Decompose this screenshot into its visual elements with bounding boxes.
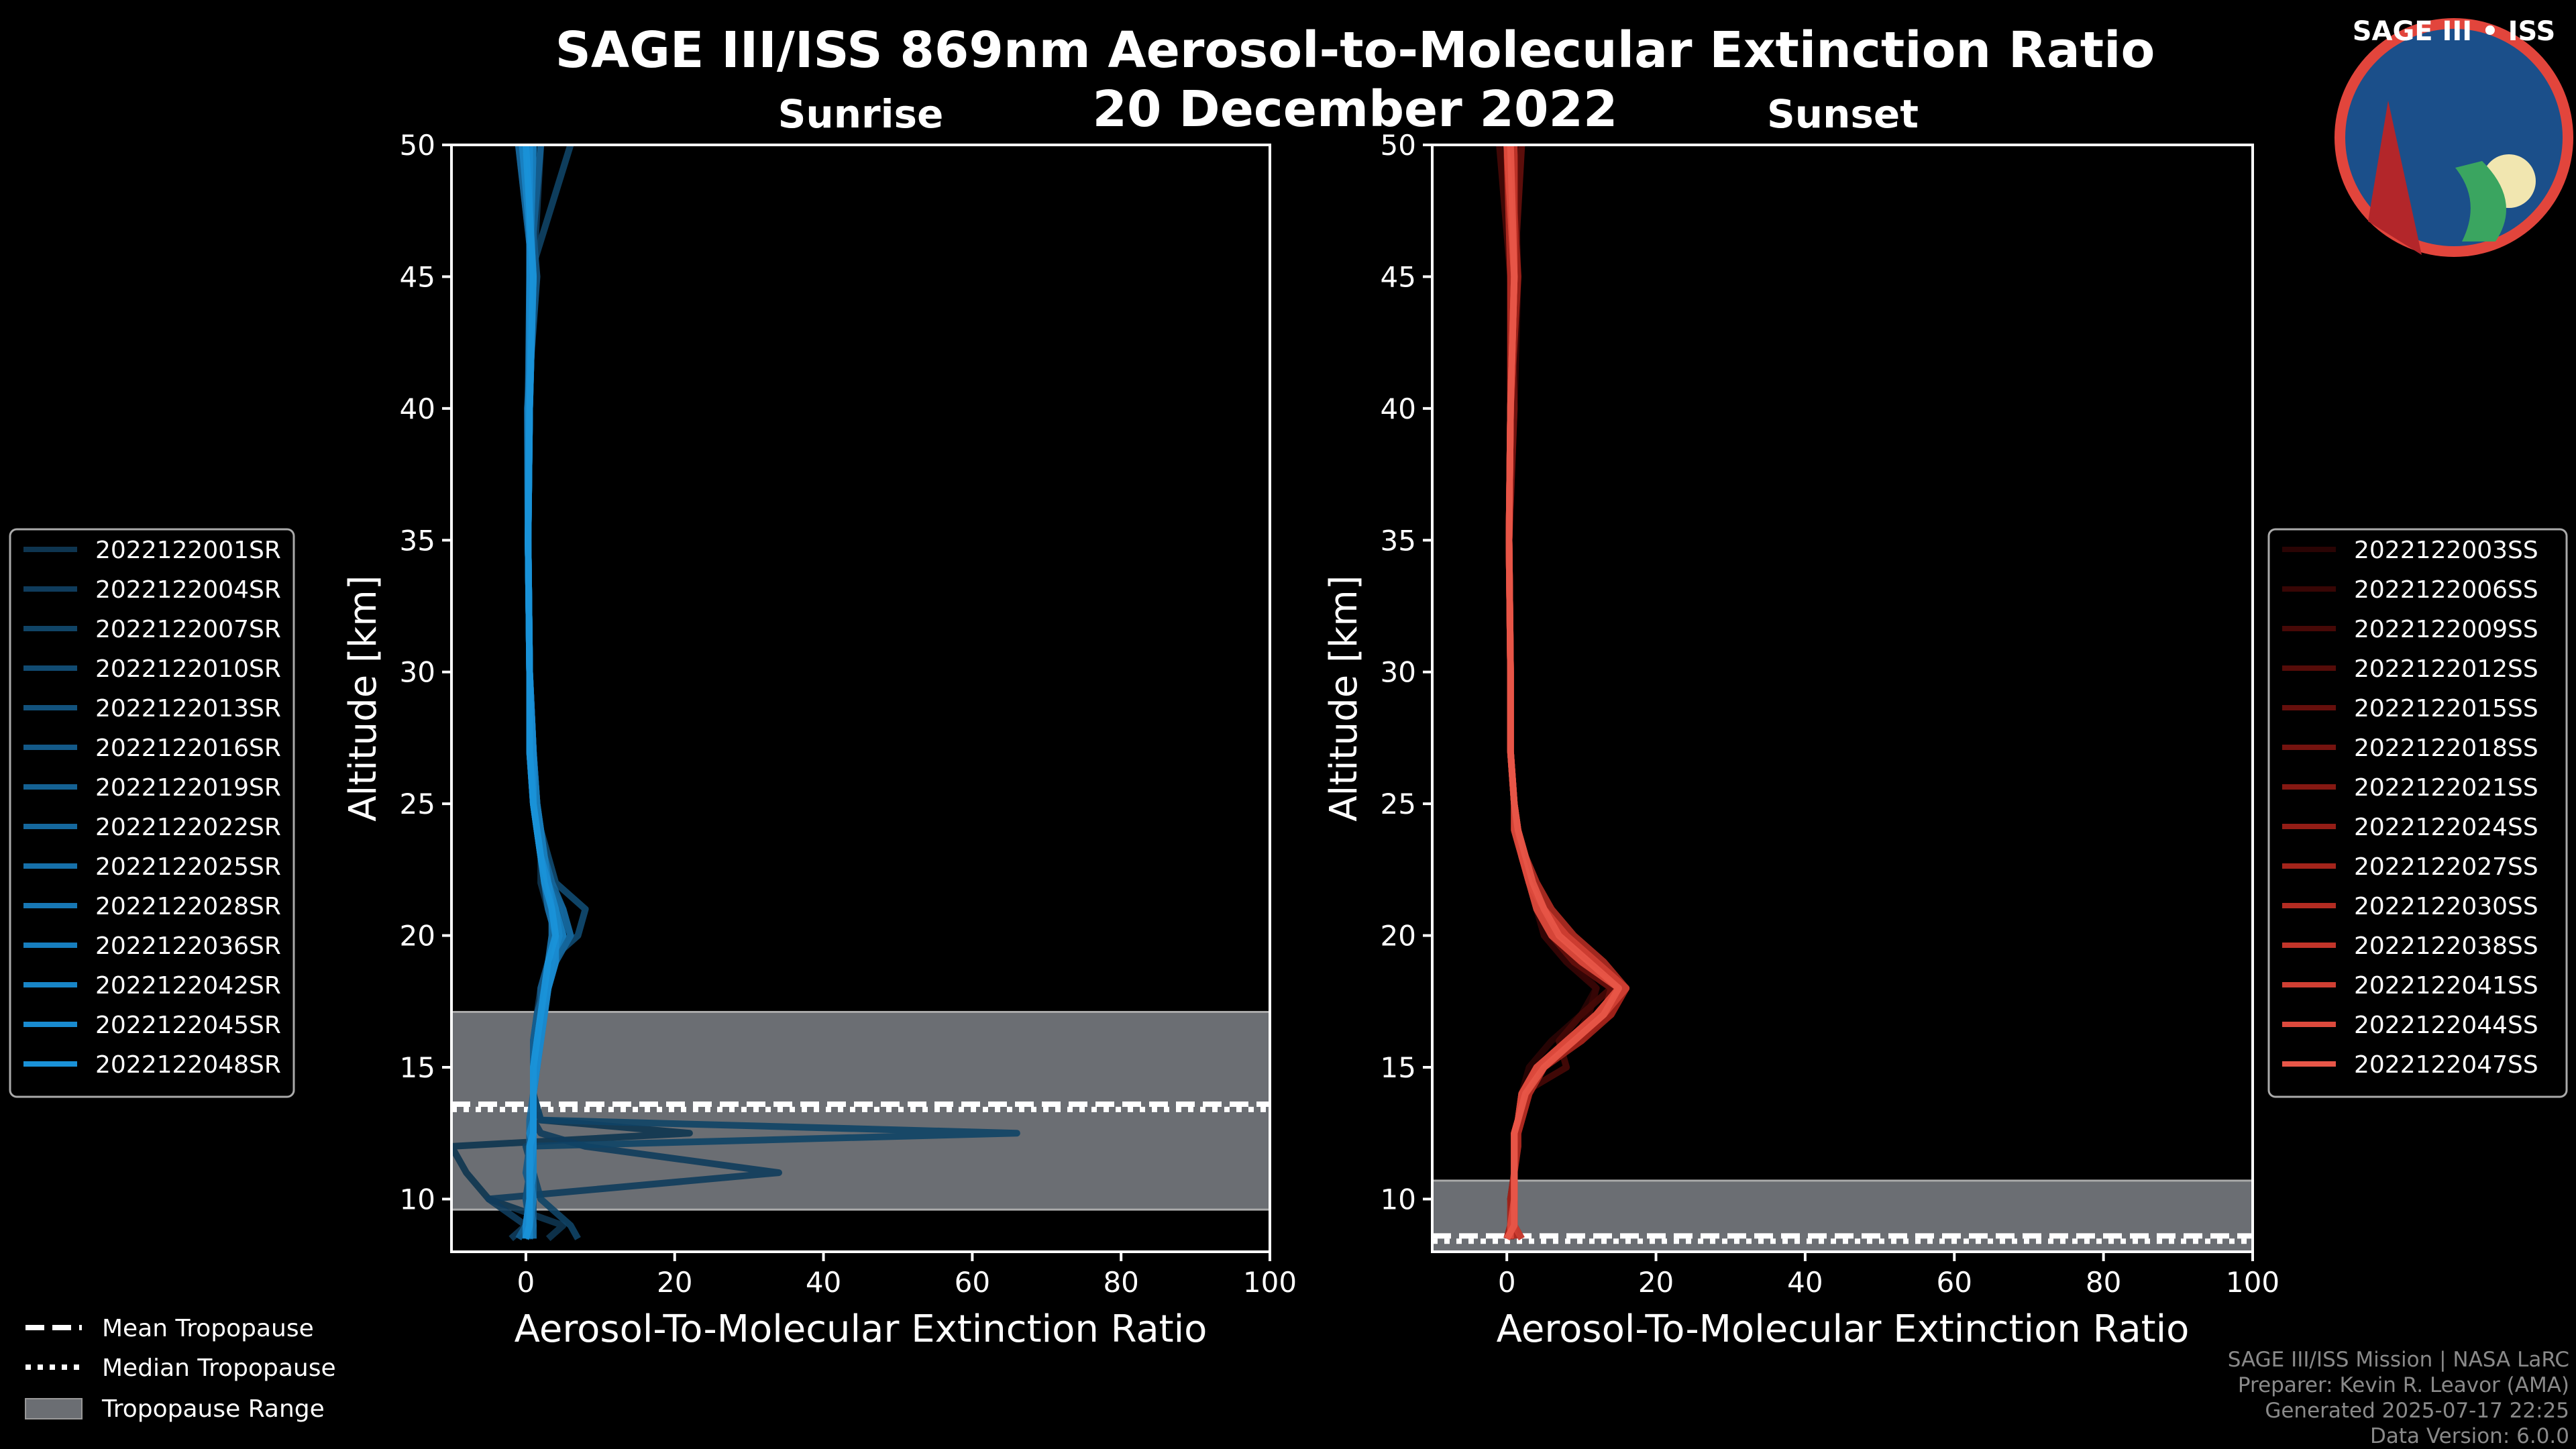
legend-box	[2267, 528, 2568, 1098]
figure-title: SAGE III/ISS 869nm Aerosol-to-Molecular …	[555, 21, 2155, 79]
x-tick-label: 100	[2226, 1266, 2279, 1299]
legend-label: 2022122010SR	[95, 655, 281, 683]
legend-label: 2022122047SS	[2354, 1051, 2538, 1079]
sunset-ylabel: Altitude [km]	[1322, 575, 1366, 821]
y-tick-label: 45	[1381, 260, 1416, 293]
legend-label: 2022122030SS	[2354, 893, 2538, 920]
legend-label: 2022122038SS	[2354, 932, 2538, 960]
sunrise-ylabel: Altitude [km]	[341, 575, 385, 821]
y-tick-label: 10	[1381, 1183, 1416, 1216]
tropopause-range-swatch	[25, 1398, 83, 1419]
legend-label: 2022122009SS	[2354, 616, 2538, 643]
y-tick-label: 40	[400, 392, 435, 425]
sunset-xlabel: Aerosol-To-Molecular Extinction Ratio	[1497, 1307, 2190, 1351]
figure-date: 20 December 2022	[1093, 80, 1618, 138]
y-tick-label: 50	[1381, 129, 1416, 162]
legend-label: 2022122006SS	[2354, 576, 2538, 604]
y-tick-label: 10	[400, 1183, 435, 1216]
x-tick-label: 60	[955, 1266, 990, 1299]
profile-line-2022122038SS	[1503, 145, 1622, 1240]
legend-label: 2022122013SR	[95, 695, 281, 722]
logo-earth	[2455, 161, 2506, 241]
legend-label: 2022122015SS	[2354, 695, 2538, 722]
logo-text: SAGE III • ISS	[2353, 16, 2556, 47]
legend-label: 2022122036SR	[95, 932, 281, 960]
x-tick-label: 60	[1937, 1266, 1972, 1299]
footer-preparer: Preparer: Kevin R. Leavor (AMA)	[2238, 1373, 2569, 1397]
x-tick-label: 100	[1243, 1266, 1297, 1299]
footer-generated: Generated 2025-07-17 22:25	[2265, 1399, 2569, 1423]
x-tick-label: 40	[806, 1266, 841, 1299]
legend-label: 2022122048SR	[95, 1051, 281, 1079]
y-tick-label: 35	[1381, 524, 1416, 557]
legend-label: 2022122022SR	[95, 814, 281, 841]
profile-line-2022122021SS	[1503, 145, 1622, 1240]
axes-frame	[1431, 144, 2254, 1253]
mean-tropopause-label: Mean Tropopause	[102, 1315, 314, 1342]
footer: SAGE III/ISS Mission | NASA LaRC Prepare…	[2228, 1348, 2569, 1448]
sunrise-plot: 0 20 40 60 80 100 10 15 20 25 30 35 40 45 50 2022122001…	[9, 129, 1297, 1299]
sunset-plot: 0 20 40 60 80 100 10 15 20 25 30 35 40 45 50 2022122003…	[1381, 129, 2568, 1299]
x-tick-label: 40	[1787, 1266, 1823, 1299]
plot-area	[451, 145, 1270, 1242]
sage-logo: SAGE III • ISS	[2334, 16, 2573, 257]
footer-version: Data Version: 6.0.0	[2370, 1424, 2569, 1448]
y-tick-label: 15	[1381, 1051, 1416, 1084]
y-tick-label: 30	[1381, 656, 1416, 689]
legend-label: 2022122042SR	[95, 972, 281, 1000]
legend-label: 2022122018SS	[2354, 735, 2538, 762]
tropopause-legend: Mean Tropopause Median Tropopause Tropop…	[25, 1315, 336, 1423]
profile-line-2022122012SS	[1503, 145, 1622, 1240]
x-tick-label: 20	[657, 1266, 692, 1299]
legend-label: 2022122021SS	[2354, 774, 2538, 802]
sunset-legend: 2022122003SS 2022122006SS 2022122009SS 2022…	[2267, 528, 2568, 1098]
y-tick-label: 35	[400, 524, 435, 557]
profile-line-2022122024SS	[1503, 145, 1622, 1239]
legend-label: 2022122044SS	[2354, 1012, 2538, 1039]
footer-mission: SAGE III/ISS Mission | NASA LaRC	[2228, 1348, 2569, 1372]
legend-label: 2022122004SR	[95, 576, 281, 604]
y-tick-label: 30	[400, 656, 435, 689]
legend-label: 2022122016SR	[95, 735, 281, 762]
legend-label: 2022122028SR	[95, 893, 281, 920]
median-tropopause-label: Median Tropopause	[102, 1354, 336, 1382]
sunset-title: Sunset	[1767, 91, 1919, 137]
y-tick-label: 40	[1381, 392, 1416, 425]
y-tick-label: 20	[1381, 920, 1416, 953]
legend-box	[9, 528, 295, 1098]
legend-label: 2022122041SS	[2354, 972, 2538, 1000]
legend-label: 2022122024SS	[2354, 814, 2538, 841]
plot-area	[1432, 145, 2253, 1252]
legend-label: 2022122045SR	[95, 1012, 281, 1039]
x-tick-label: 80	[2086, 1266, 2121, 1299]
legend-label: 2022122012SS	[2354, 655, 2538, 683]
y-tick-label: 50	[400, 129, 435, 162]
axes-frame	[450, 144, 1271, 1253]
sunrise-xlabel: Aerosol-To-Molecular Extinction Ratio	[515, 1307, 1208, 1351]
x-tick-label: 0	[1498, 1266, 1516, 1299]
x-tick-label: 0	[517, 1266, 535, 1299]
tropopause-range-label: Tropopause Range	[101, 1395, 325, 1423]
logo-figure	[2368, 101, 2422, 255]
y-tick-label: 20	[400, 920, 435, 953]
y-tick-label: 15	[400, 1051, 435, 1084]
y-tick-label: 25	[400, 788, 435, 820]
profile-line-2022122047SS	[1503, 145, 1622, 1240]
profile-line-2022122048SR	[522, 145, 559, 1240]
legend-label: 2022122007SR	[95, 616, 281, 643]
legend-label: 2022122025SR	[95, 853, 281, 881]
legend-label: 2022122001SR	[95, 537, 281, 564]
y-tick-label: 45	[400, 260, 435, 293]
sunrise-title: Sunrise	[778, 91, 944, 137]
x-tick-label: 80	[1103, 1266, 1138, 1299]
y-tick-label: 25	[1381, 788, 1416, 820]
legend-label: 2022122019SR	[95, 774, 281, 802]
x-tick-label: 20	[1638, 1266, 1674, 1299]
profile-line-2022122044SS	[1503, 145, 1622, 1239]
legend-label: 2022122003SS	[2354, 537, 2538, 564]
legend-label: 2022122027SS	[2354, 853, 2538, 881]
sunrise-legend: 2022122001SR 2022122004SR 2022122007SR 2022…	[9, 528, 295, 1098]
